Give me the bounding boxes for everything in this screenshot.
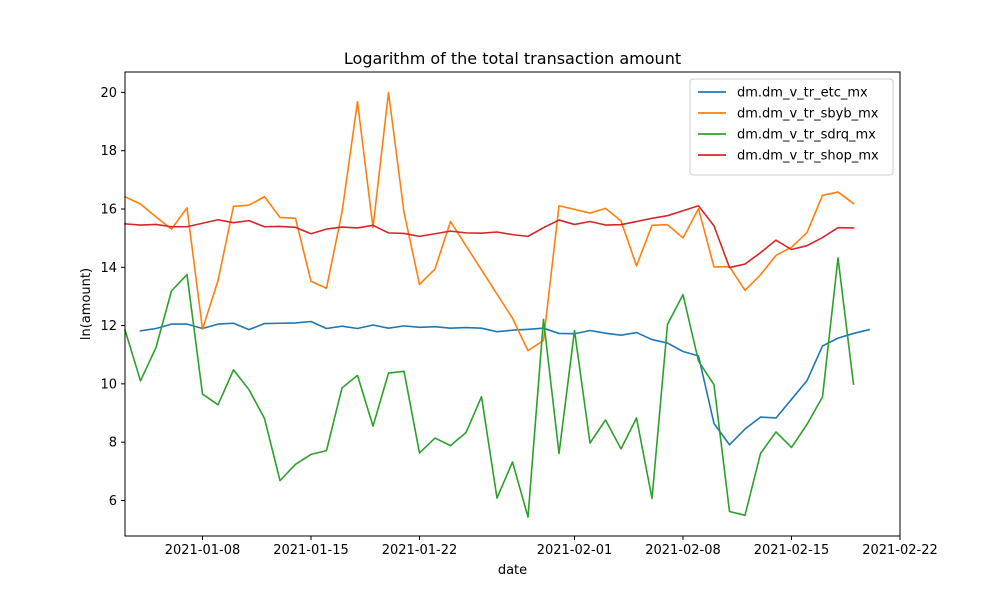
legend-label: dm.dm_v_tr_sdrq_mx (737, 128, 876, 143)
series-layer (123, 91, 870, 518)
series-line (139, 320, 870, 446)
x-axis: 2021-01-08 2021-01-15 2021-01-22 2021-02-01… (165, 536, 938, 558)
x-tick-label: 2021-02-01 (537, 543, 613, 558)
y-tick-label: 20 (100, 86, 117, 101)
series-dm.dm_v_tr_etc_mx (139, 320, 870, 446)
x-tick-label: 2021-02-08 (645, 543, 721, 558)
x-tick-label: 2021-01-08 (165, 543, 241, 558)
legend-label: dm.dm_v_tr_sbyb_mx (737, 107, 879, 122)
x-tick-label: 2021-01-15 (273, 543, 349, 558)
legend-label: dm.dm_v_tr_etc_mx (737, 86, 868, 101)
y-axis: 6 8 10 12 14 16 18 20 (100, 86, 125, 509)
y-tick-label: 16 (100, 202, 117, 217)
legend-entry: dm.dm_v_tr_etc_mx (698, 86, 868, 101)
series-dm.dm_v_tr_sbyb_mx (123, 91, 855, 352)
plot-area-frame (124, 71, 901, 537)
y-axis-label: ln(amount) (79, 268, 94, 340)
x-tick-label: 2021-02-22 (862, 543, 938, 558)
series-line (123, 91, 855, 352)
y-tick-label: 12 (100, 319, 117, 334)
legend-entry: dm.dm_v_tr_shop_mx (698, 149, 879, 164)
x-tick-label: 2021-02-15 (754, 543, 830, 558)
y-tick-label: 8 (109, 436, 117, 451)
series-dm.dm_v_tr_sdrq_mx (124, 257, 855, 518)
legend-label: dm.dm_v_tr_shop_mx (737, 149, 879, 164)
y-tick-label: 14 (100, 261, 117, 276)
legend-box (689, 78, 894, 176)
legend-entry: dm.dm_v_tr_sbyb_mx (698, 107, 879, 122)
series-line (124, 257, 855, 518)
x-tick-label: 2021-01-22 (382, 543, 458, 558)
y-tick-label: 6 (109, 494, 117, 509)
chart-title: Logarithm of the total transaction amoun… (344, 49, 681, 68)
legend-entry: dm.dm_v_tr_sdrq_mx (698, 128, 876, 143)
x-axis-label: date (498, 563, 527, 578)
series-line (124, 204, 855, 269)
y-tick-label: 10 (100, 377, 117, 392)
legend: dm.dm_v_tr_etc_mx dm.dm_v_tr_sbyb_mx dm.dm… (689, 78, 894, 176)
y-tick-label: 18 (100, 144, 117, 159)
series-dm.dm_v_tr_shop_mx (124, 204, 855, 269)
